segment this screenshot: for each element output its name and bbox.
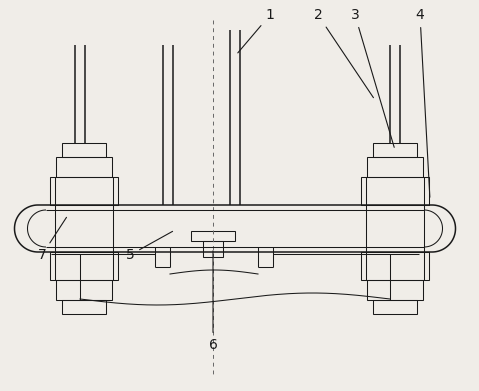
Text: 1: 1 [238, 8, 274, 53]
Bar [191, 231, 235, 240]
Text: 6: 6 [208, 251, 217, 352]
Bar [56, 157, 112, 177]
Text: 4: 4 [416, 8, 430, 197]
Text: 2: 2 [314, 8, 374, 98]
Bar [361, 252, 429, 280]
Bar [373, 300, 417, 314]
Bar [62, 300, 106, 314]
Text: 3: 3 [351, 8, 394, 147]
Text: 5: 5 [125, 231, 172, 262]
Bar [50, 252, 118, 280]
Bar [373, 143, 417, 157]
Text: 7: 7 [38, 217, 67, 262]
Bar [367, 157, 423, 177]
Bar [361, 177, 429, 205]
Bar [50, 177, 118, 205]
Bar [56, 280, 112, 300]
Bar [203, 240, 223, 256]
Bar [367, 280, 423, 300]
Bar [62, 143, 106, 157]
